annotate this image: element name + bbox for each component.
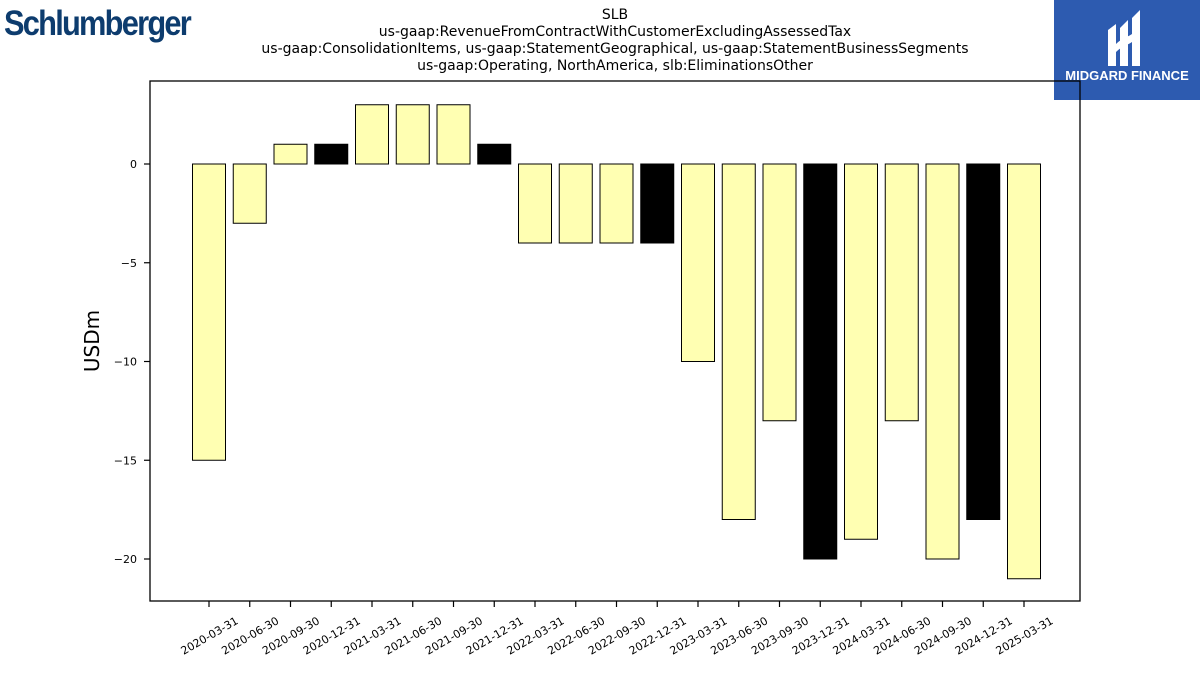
bar-2023-09-30 xyxy=(762,163,797,422)
bar-2022-03-31 xyxy=(518,163,552,244)
title-line-2: us-gaap:RevenueFromContractWithCustomerE… xyxy=(378,24,852,40)
brand-name: MIDGARD FINANCE xyxy=(1065,68,1189,83)
bar-2021-03-31 xyxy=(355,104,389,165)
bar-2020-03-31 xyxy=(192,163,226,461)
bar-2025-03-31 xyxy=(1007,163,1041,580)
bars-layer xyxy=(192,104,1041,580)
x-axis: 2020-03-312020-06-302020-09-302020-12-31… xyxy=(179,601,1056,658)
title-line-4: us-gaap:Operating, NorthAmerica, slb:Eli… xyxy=(417,58,813,74)
y-tick-label: 0 xyxy=(130,158,137,171)
bar-2024-09-30 xyxy=(925,163,960,560)
company-logo: Schlumberger xyxy=(4,4,192,43)
bar-2021-06-30 xyxy=(395,104,430,165)
bar-2024-12-31 xyxy=(966,163,1001,520)
bar-2022-06-30 xyxy=(558,163,593,244)
chart-title: SLB us-gaap:RevenueFromContractWithCusto… xyxy=(215,7,1015,75)
brand-logo: MIDGARD FINANCE xyxy=(1054,0,1200,100)
y-axis-label: USDm xyxy=(80,310,104,372)
bar-2021-09-30 xyxy=(436,104,471,165)
bar-2021-12-31 xyxy=(477,143,512,165)
bar-2020-12-31 xyxy=(314,143,349,165)
y-tick-label: −5 xyxy=(121,257,137,270)
bar-2023-12-31 xyxy=(803,163,838,560)
title-line-1: SLB xyxy=(601,7,629,23)
bar-2022-09-30 xyxy=(599,163,634,244)
brand-mark-icon xyxy=(1108,10,1140,66)
bar-2023-06-30 xyxy=(721,163,756,520)
y-tick-label: −20 xyxy=(114,553,137,566)
bar-2020-09-30 xyxy=(273,143,308,165)
y-tick-label: −15 xyxy=(114,454,137,467)
bar-2020-06-30 xyxy=(232,163,267,224)
bar-2024-03-31 xyxy=(844,163,878,540)
plot-frame xyxy=(149,80,1081,602)
y-tick-label: −10 xyxy=(114,356,137,369)
title-line-3: us-gaap:ConsolidationItems, us-gaap:Stat… xyxy=(261,41,969,57)
y-axis: 0 −5 −10 −15 −20 xyxy=(114,158,150,566)
bar-2024-06-30 xyxy=(884,163,919,422)
bar-2023-03-31 xyxy=(681,163,715,362)
bar-2022-12-31 xyxy=(640,163,675,244)
